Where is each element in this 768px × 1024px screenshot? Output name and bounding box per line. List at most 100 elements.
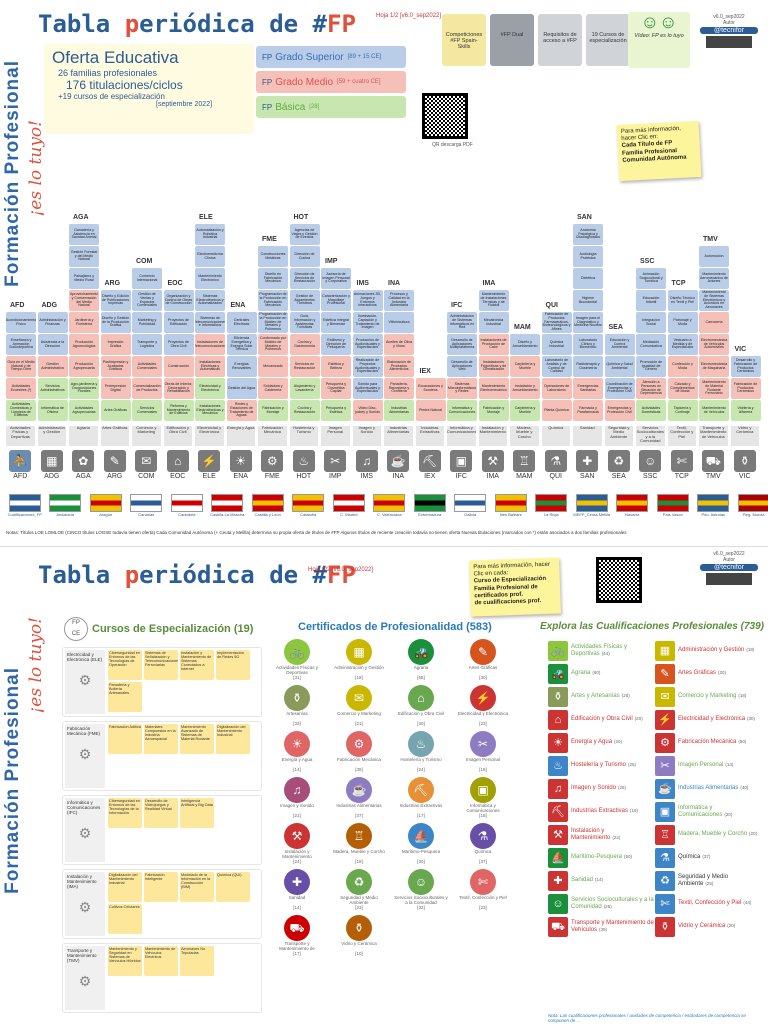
title-cell[interactable]: Instalaciones Frigoríficas y de Climatiz… xyxy=(478,356,509,377)
title-cell[interactable]: Patronaje y Moda xyxy=(667,312,698,333)
title-cell[interactable]: Impresión Gráfica xyxy=(100,334,131,355)
region-flag-item[interactable]: Cualificaciones_FP xyxy=(6,494,44,517)
family-name[interactable]: Edificación y Obra Civil xyxy=(163,426,192,446)
ce-course[interactable]: Mantenimiento y Seguridad en Sistemas de… xyxy=(108,946,142,976)
family-icon-cell[interactable]: ☀ ENA xyxy=(227,450,256,480)
family-name[interactable]: Fabricación Mecánica xyxy=(258,426,287,446)
title-cell[interactable]: Mediación Comunicativa xyxy=(636,334,666,355)
title-cell[interactable]: Preimpresión Digital xyxy=(100,378,131,399)
title-cell[interactable]: Automoción xyxy=(699,246,729,267)
title-cell[interactable]: Confección y Moda xyxy=(667,356,698,377)
cert-item[interactable]: ✎ Artes Gráficas [30] xyxy=(456,639,510,683)
title-cell[interactable]: Producción de Audiovisuales y Espectácul… xyxy=(352,334,383,355)
title-cell[interactable]: Mantenimiento de Sistemas Electrónicos y… xyxy=(699,290,729,311)
title-cell[interactable]: Programación de la Producción en Moldeo … xyxy=(258,312,288,333)
title-cell[interactable]: Vestuario a Medida y de Espectáculos xyxy=(667,334,698,355)
family-icon-cell[interactable]: ☺ SSC xyxy=(636,450,665,480)
title-cell[interactable]: Operaciones de Laboratorio xyxy=(541,378,572,399)
title-cell[interactable]: Laboratorio Clínico y Biomédico xyxy=(573,334,603,355)
title-cell[interactable]: Mecanizado xyxy=(258,356,288,377)
title-cell[interactable]: Alojamiento y Lavandería xyxy=(289,378,320,399)
title-cell[interactable]: Diseño y Amueblamiento xyxy=(510,334,540,355)
family-icon-cell[interactable]: ✎ ARG xyxy=(101,450,130,480)
cert-item[interactable]: ⛵ Marítimo-Pesquera [30] xyxy=(394,823,448,867)
cert-item[interactable]: ⚙ Fabricación Mecánica [39] xyxy=(332,731,386,775)
family-icon-cell[interactable]: ♻ SEA xyxy=(605,450,634,480)
author-handle-2[interactable]: @tecnifor xyxy=(700,564,758,571)
title-cell[interactable]: Mantenimiento de Instalaciones Térmicas … xyxy=(478,290,509,311)
title-cell[interactable]: Instalaciones Eléctricas y Automáticas xyxy=(195,356,225,377)
title-cell[interactable]: Mantenimiento de Material Rodante Ferrov… xyxy=(699,378,729,399)
title-cell[interactable]: Anatomía Patológica y Citodiagnóstico xyxy=(573,224,603,245)
title-cell[interactable]: Excavaciones y Sondeos xyxy=(415,378,446,399)
title-cell[interactable]: Fabricación de Productos Cerámicos xyxy=(730,378,761,399)
region-flag-item[interactable]: Extremadura xyxy=(411,494,449,517)
title-cell[interactable]: Fabricación y Montaje xyxy=(258,400,288,421)
ce-course[interactable]: Instalación y Mantenimiento de Sistemas … xyxy=(180,650,214,680)
title-cell[interactable]: Actividades Comerciales xyxy=(132,356,162,377)
title-cell[interactable]: Cocina y Gastronomía xyxy=(289,334,320,355)
title-cell[interactable]: Emergencias Sanitarias xyxy=(573,378,603,399)
region-flag-item[interactable]: Castilla-La Mancha xyxy=(209,494,247,517)
cert-item[interactable]: ✄ Textil, Confección y Piel [23] xyxy=(456,869,510,913)
title-cell[interactable]: Mecatrónica Industrial xyxy=(478,312,509,333)
family-icon-cell[interactable]: ⚙ FME xyxy=(258,450,287,480)
title-cell[interactable]: Imagen para el Diagnóstico y Medicina Nu… xyxy=(573,312,603,333)
qual-item[interactable]: ⚱ Vidrio y Cerámica (20) xyxy=(655,915,762,938)
family-icon-cell[interactable]: ♨ HOT xyxy=(290,450,319,480)
title-cell[interactable]: Gestión del Agua xyxy=(226,378,257,399)
title-cell[interactable]: Ganadería y Asistencia en Sanidad Animal xyxy=(69,224,99,245)
title-cell[interactable]: Gestión Forestal y del Medio Natural xyxy=(69,246,99,267)
title-cell[interactable]: Procesos y Calidad en la Industria Alime… xyxy=(384,290,414,311)
title-cell[interactable]: Piedra Natural xyxy=(415,400,446,421)
title-cell[interactable]: Electromedicina Clínica xyxy=(195,246,225,267)
cert-item[interactable]: ⚱ Artesanías [33] xyxy=(270,685,324,729)
ce-course[interactable]: Digitalización del Mantenimiento Industr… xyxy=(216,724,250,754)
ce-course[interactable]: Mantenimiento Avanzado de Sistemas de Ma… xyxy=(180,724,214,754)
top-button[interactable]: Requisitos de acceso a #FP xyxy=(538,14,582,66)
title-cell[interactable]: Agencias de Viajes y Gestión de Eventos xyxy=(289,224,320,245)
title-cell[interactable]: Dirección de Cocina xyxy=(289,246,320,267)
family-name[interactable]: Informática y Comunicaciones xyxy=(447,426,476,446)
region-flag-item[interactable]: MEFP_Ceuta-Melilla xyxy=(573,494,611,517)
region-flag-item[interactable]: Canarias xyxy=(128,494,166,517)
title-cell[interactable]: Dietética xyxy=(573,268,603,289)
top-button[interactable]: #FP Dual xyxy=(490,14,534,66)
family-icon-cell[interactable]: ⚒ IMA xyxy=(479,450,508,480)
title-cell[interactable]: Caracterización y Maquillaje Profesional xyxy=(321,290,351,311)
family-name[interactable]: Seguridad y Medio Ambiente xyxy=(604,426,633,446)
cert-item[interactable]: ✚ Sanidad [14] xyxy=(270,869,324,913)
title-cell[interactable]: Informática de Oficina xyxy=(37,400,68,421)
title-cell[interactable]: Instalaciones de Producción de Calor xyxy=(478,334,509,355)
title-cell[interactable]: Farmacia y Parafarmacia xyxy=(573,400,603,421)
qual-item[interactable]: ⚱ Artes y Artesanías (20) xyxy=(548,685,655,708)
region-flag-item[interactable]: Andalucía xyxy=(47,494,85,517)
region-flag-item[interactable]: La Rioja xyxy=(533,494,571,517)
family-name[interactable]: Comercio y Marketing xyxy=(132,426,161,446)
title-cell[interactable]: Higiene Bucodental xyxy=(573,290,603,311)
ce-family[interactable]: Fabricación Mecánica (FME) ⚙ xyxy=(65,724,105,788)
family-icon-cell[interactable]: ⛟ TMV xyxy=(699,450,728,480)
region-flag-item[interactable]: Aragón xyxy=(87,494,125,517)
title-cell[interactable]: Mantenimiento Electrónico xyxy=(195,268,225,289)
title-cell[interactable]: Desarrollo de Aplicaciones Web xyxy=(447,356,477,377)
family-name[interactable]: Industrias Extractivas xyxy=(415,426,444,446)
ce-course[interactable]: Fabricación Inteligente xyxy=(144,872,178,902)
ce-course[interactable]: Química (QUI) xyxy=(216,872,250,902)
title-cell[interactable]: Video Disc-jockey y Sonido xyxy=(352,400,383,421)
ce-course[interactable]: Digitalización del Mantenimiento Industr… xyxy=(108,872,142,902)
title-cell[interactable]: Atención a Personas en Situación de Depe… xyxy=(636,378,666,399)
title-cell[interactable]: Estética y Belleza xyxy=(321,356,351,377)
title-cell[interactable]: Instalaciones de Telecomunicaciones xyxy=(195,334,225,355)
title-cell[interactable]: Sistemas Microinformáticos y Redes xyxy=(447,378,477,399)
top-button[interactable]: Competiciones #FP Spain-Skills xyxy=(442,14,486,66)
title-cell[interactable]: Sistemas de Telecomunicaciones e Informá… xyxy=(195,312,225,333)
qual-item[interactable]: ✚ Sanidad (14) xyxy=(548,869,655,892)
ce-course[interactable]: Ciberseguridad en Entornos de las Tecnol… xyxy=(108,798,142,828)
family-name[interactable]: Actividades Físicas y Deportivas xyxy=(6,426,35,446)
qual-item[interactable]: ♫ Imagen y Sonido (25) xyxy=(548,777,655,800)
ce-course[interactable]: Modelado de la Información en la Constru… xyxy=(180,872,214,902)
title-cell[interactable]: Integración Social xyxy=(636,312,666,333)
title-cell[interactable]: Estética Integral y Bienestar xyxy=(321,312,351,333)
title-cell[interactable]: Desarrollo de Aplicaciones Multiplatafor… xyxy=(447,334,477,355)
